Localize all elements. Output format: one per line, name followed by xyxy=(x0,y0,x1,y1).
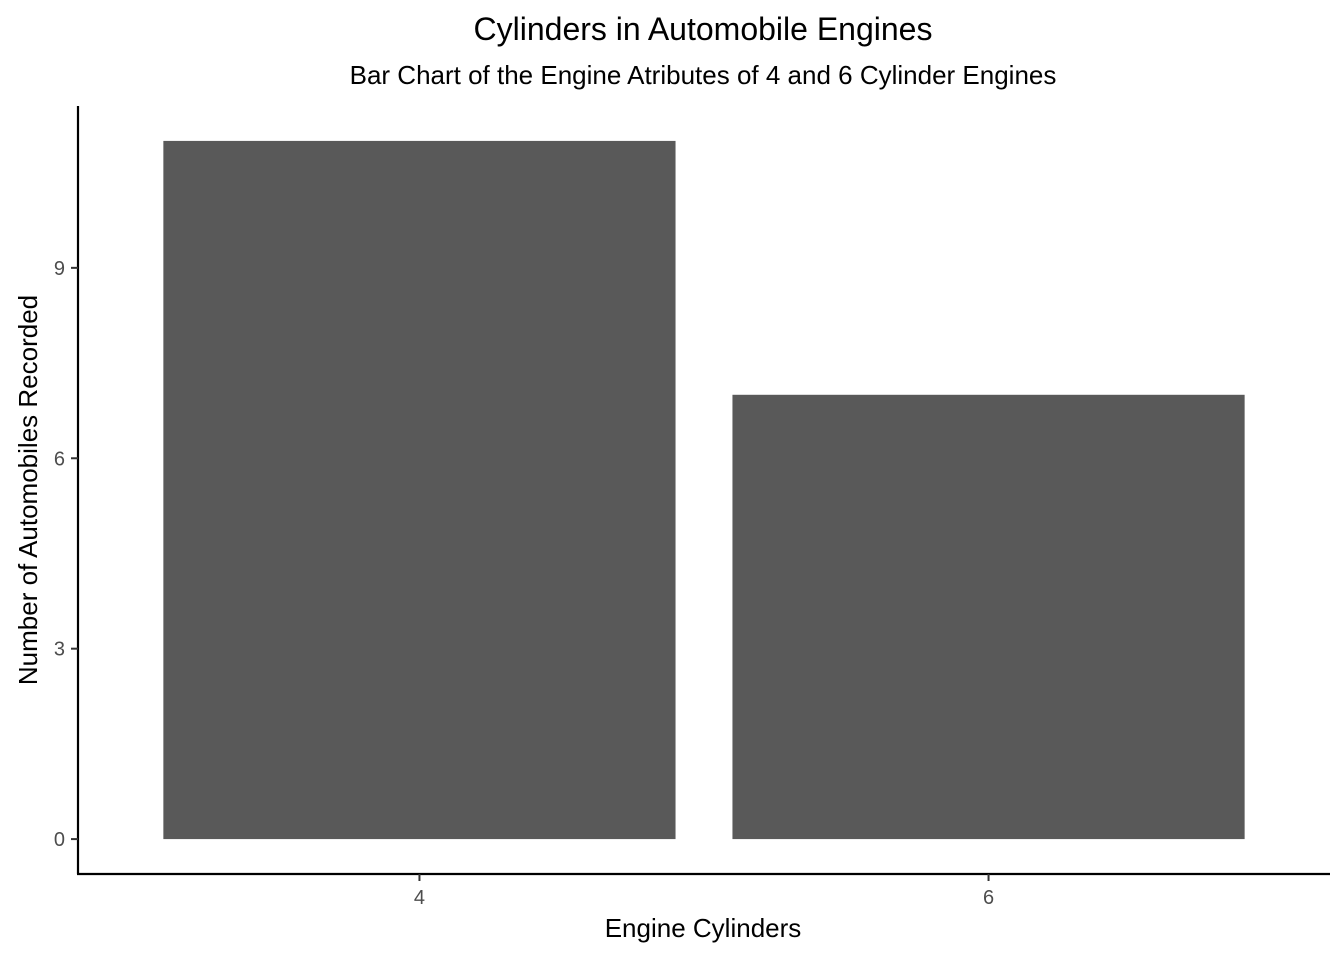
chart-title: Cylinders in Automobile Engines xyxy=(474,11,933,47)
y-tick-label-0: 0 xyxy=(54,829,65,851)
x-tick-label-4: 4 xyxy=(414,887,425,909)
x-tick-label-6: 6 xyxy=(983,887,994,909)
y-ticks-group: 0 3 6 9 xyxy=(54,258,78,851)
y-axis-label: Number of Automobiles Recorded xyxy=(13,295,43,685)
y-tick-label-9: 9 xyxy=(54,258,65,280)
y-tick-label-6: 6 xyxy=(54,448,65,470)
bar-6 xyxy=(732,394,1245,840)
x-axis-label: Engine Cylinders xyxy=(605,913,802,943)
bar-4 xyxy=(163,140,676,840)
y-tick-label-3: 3 xyxy=(54,639,65,661)
bars-group xyxy=(163,140,1245,840)
chart-subtitle: Bar Chart of the Engine Atributes of 4 a… xyxy=(350,60,1057,90)
